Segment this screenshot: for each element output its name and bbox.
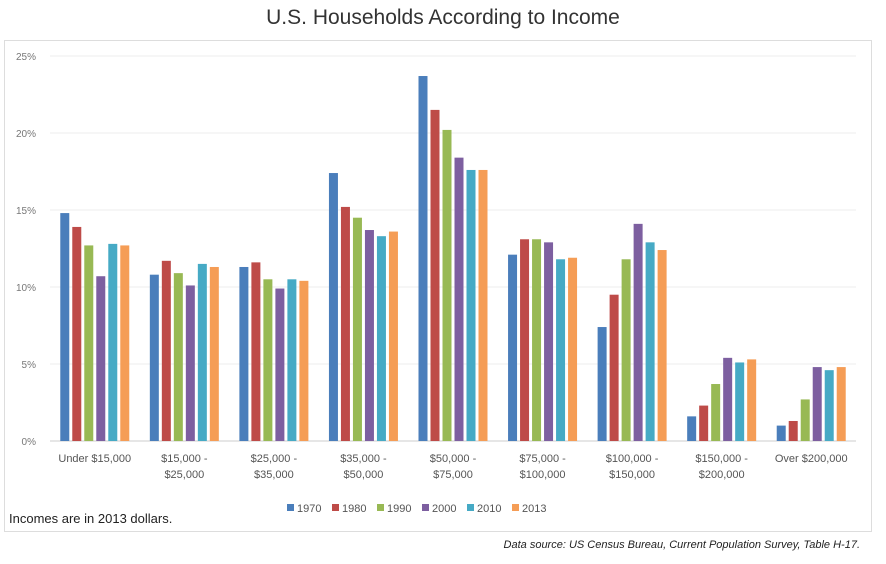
x-tick-label: $15,000 - xyxy=(161,453,208,465)
x-tick-label: $25,000 - xyxy=(251,453,298,465)
bar xyxy=(275,288,285,441)
bar xyxy=(120,245,130,441)
legend-swatch xyxy=(377,504,384,511)
bar xyxy=(735,362,745,441)
bar xyxy=(251,262,261,441)
y-tick-label: 20% xyxy=(16,129,36,140)
bar xyxy=(364,230,374,441)
bar xyxy=(340,206,350,441)
legend-label: 1970 xyxy=(297,503,321,515)
x-tick-label: $100,000 xyxy=(520,469,566,481)
x-tick-label: $35,000 xyxy=(254,469,294,481)
bar xyxy=(699,405,709,441)
legend-label: 2010 xyxy=(477,503,501,515)
bar xyxy=(466,169,476,441)
x-tick-label: Under $15,000 xyxy=(58,453,131,465)
bar xyxy=(161,260,171,441)
legend-swatch xyxy=(422,504,429,511)
legend-swatch xyxy=(287,504,294,511)
bar xyxy=(287,279,297,441)
x-tick-label: $25,000 xyxy=(164,469,204,481)
chart-title: U.S. Households According to Income xyxy=(266,6,620,29)
bar xyxy=(836,367,846,441)
x-tick-label: $100,000 - xyxy=(606,453,659,465)
bar xyxy=(197,263,207,441)
x-tick-label: $75,000 xyxy=(433,469,473,481)
bar xyxy=(609,294,619,441)
x-tick-label: $200,000 xyxy=(699,469,745,481)
bar xyxy=(60,213,70,441)
bar xyxy=(299,280,309,441)
y-tick-label: 10% xyxy=(16,283,36,294)
bar xyxy=(209,266,219,441)
bar xyxy=(711,384,721,441)
bar xyxy=(788,420,798,441)
bar xyxy=(263,279,273,441)
legend-label: 2013 xyxy=(522,503,546,515)
bar xyxy=(430,109,440,442)
bar xyxy=(645,242,655,441)
bar xyxy=(824,370,834,441)
bar xyxy=(568,257,578,441)
bar xyxy=(328,173,338,442)
x-tick-label: $50,000 xyxy=(344,469,384,481)
bar xyxy=(388,231,398,441)
bar xyxy=(532,239,542,441)
bar xyxy=(544,242,554,441)
x-tick-label: $75,000 - xyxy=(519,453,566,465)
bar xyxy=(454,157,464,441)
bar xyxy=(149,274,159,441)
bar xyxy=(621,259,631,441)
y-tick-label: 0% xyxy=(22,437,37,448)
bar xyxy=(72,226,82,441)
bar xyxy=(352,217,362,441)
legend-swatch xyxy=(332,504,339,511)
bar xyxy=(633,223,643,441)
bar xyxy=(776,425,786,441)
chart-frame xyxy=(4,40,872,532)
bar xyxy=(239,266,249,441)
chart-note: Incomes are in 2013 dollars. xyxy=(9,511,173,526)
bar xyxy=(478,169,488,441)
x-tick-label: Over $200,000 xyxy=(775,453,848,465)
legend-label: 1980 xyxy=(342,503,366,515)
bar xyxy=(556,259,566,441)
x-tick-label: $150,000 - xyxy=(695,453,748,465)
bar xyxy=(442,129,452,442)
legend-label: 1990 xyxy=(387,503,411,515)
bar xyxy=(185,285,195,441)
bar xyxy=(108,243,118,441)
bar xyxy=(418,76,428,442)
legend-swatch xyxy=(467,504,474,511)
bar xyxy=(747,359,757,441)
bar xyxy=(96,276,106,441)
bar xyxy=(800,399,810,441)
legend-swatch xyxy=(512,504,519,511)
bar xyxy=(687,416,697,441)
bar xyxy=(723,357,733,441)
bar xyxy=(84,245,94,441)
x-tick-label: $35,000 - xyxy=(340,453,387,465)
bar xyxy=(376,236,386,441)
bar xyxy=(657,250,667,441)
bar xyxy=(597,327,607,441)
y-tick-label: 15% xyxy=(16,206,36,217)
y-tick-label: 5% xyxy=(22,360,37,371)
bar xyxy=(520,239,530,441)
data-source: Data source: US Census Bureau, Current P… xyxy=(503,539,860,551)
bar xyxy=(173,273,183,441)
x-tick-label: $50,000 - xyxy=(430,453,477,465)
bar xyxy=(812,367,822,441)
legend-label: 2000 xyxy=(432,503,456,515)
bar xyxy=(508,254,518,441)
x-tick-label: $150,000 xyxy=(609,469,655,481)
y-tick-label: 25% xyxy=(16,52,36,63)
